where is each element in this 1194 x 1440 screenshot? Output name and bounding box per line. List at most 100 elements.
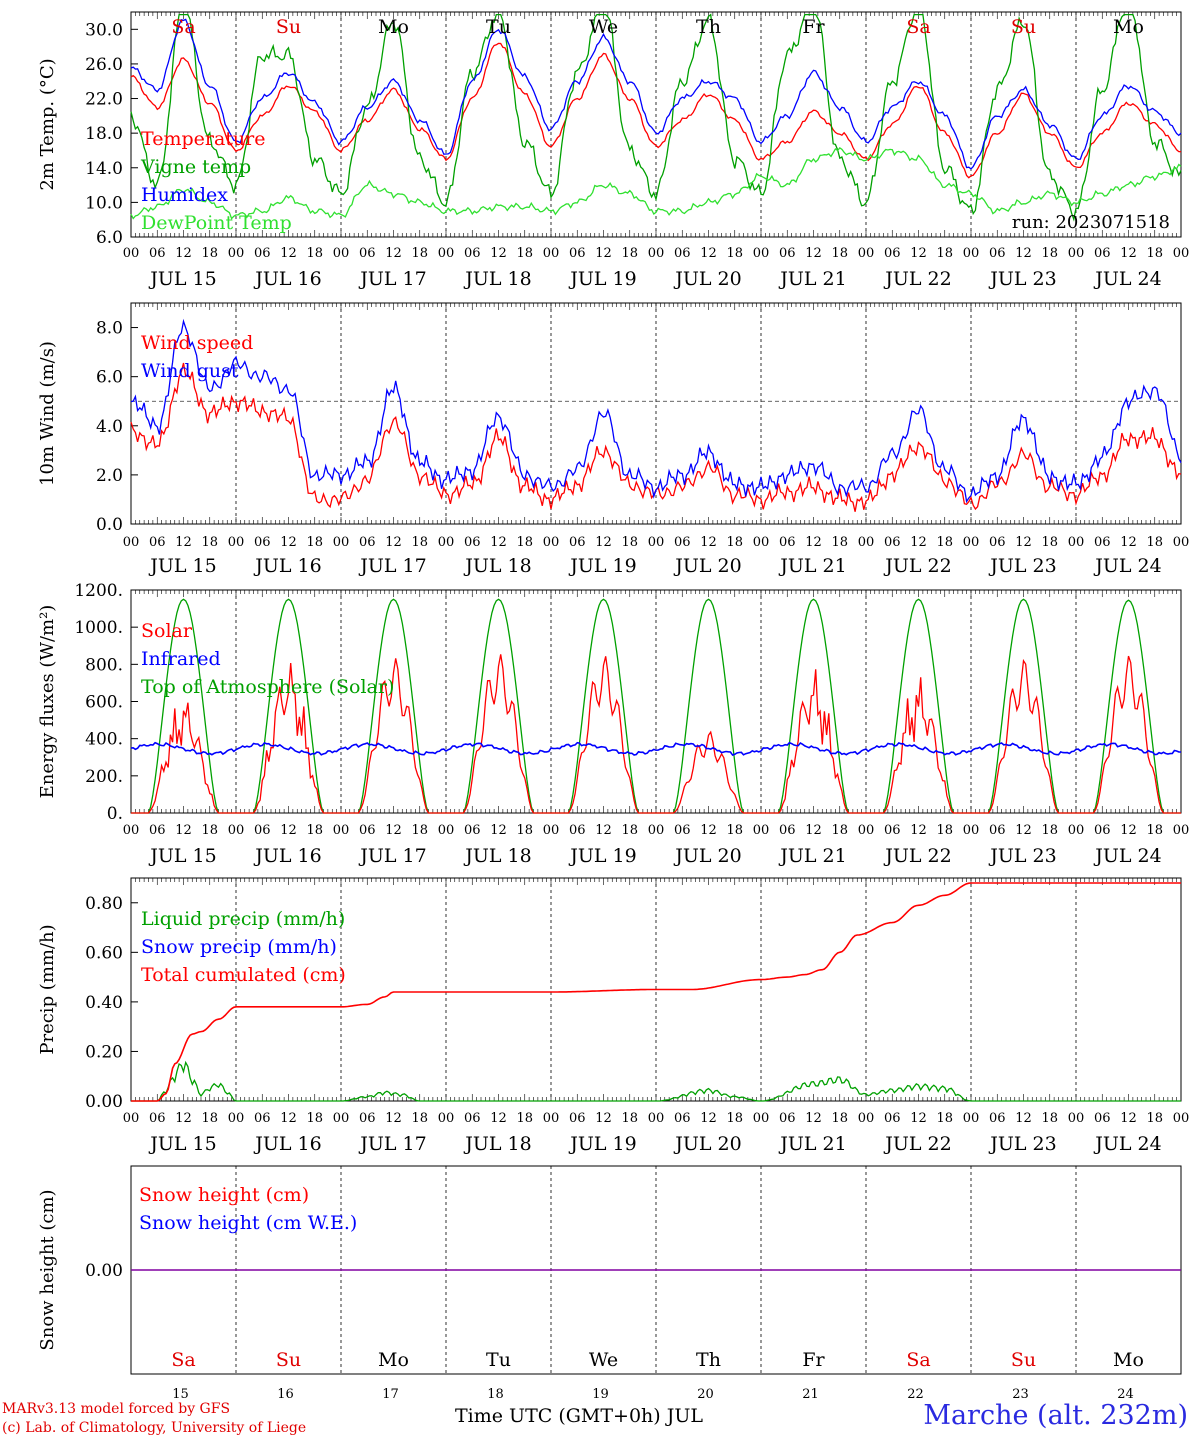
hour-tick-label: 12	[1015, 823, 1032, 838]
hour-tick-label: 18	[936, 1111, 953, 1126]
date-label: JUL 15	[148, 268, 216, 290]
weekday-label: Su	[276, 16, 301, 38]
series-line-infrared	[130, 741, 1182, 757]
series-line-dewpoint-temp	[130, 147, 1182, 220]
date-label: JUL 19	[568, 845, 636, 867]
hour-tick-label: 12	[595, 246, 612, 261]
weekday-label: Th	[696, 16, 721, 38]
y-tick-label: 2.0	[96, 466, 123, 486]
date-label: JUL 15	[148, 845, 216, 867]
hour-tick-label: 06	[464, 246, 481, 261]
hour-tick-label: 06	[1094, 1111, 1111, 1126]
series-line-wind-gust	[130, 318, 1182, 504]
hour-tick-label: 18	[411, 1111, 428, 1126]
hour-tick-label: 00	[753, 823, 770, 838]
hour-tick-label: 18	[306, 1111, 323, 1126]
date-label: JUL 16	[253, 268, 321, 290]
hour-tick-label: 06	[884, 246, 901, 261]
date-label: JUL 18	[463, 845, 531, 867]
hour-tick-label: 06	[674, 823, 691, 838]
hour-tick-label: 06	[884, 1111, 901, 1126]
hour-tick-label: 12	[910, 1111, 927, 1126]
hour-tick-label: 12	[490, 1111, 507, 1126]
hour-tick-label: 12	[490, 246, 507, 261]
hour-tick-label: 18	[516, 535, 533, 550]
date-label: JUL 20	[673, 1133, 741, 1155]
hour-tick-label: 00	[858, 1111, 875, 1126]
hour-tick-label: 06	[359, 1111, 376, 1126]
hour-tick-label: 12	[595, 535, 612, 550]
date-label: JUL 19	[568, 268, 636, 290]
hour-tick-label: 06	[569, 823, 586, 838]
hour-tick-label: 06	[254, 823, 271, 838]
hour-tick-label: 18	[726, 823, 743, 838]
series-line-solar	[131, 654, 1181, 814]
hour-tick-label: 12	[490, 823, 507, 838]
hour-tick-label: 00	[1068, 535, 1085, 550]
hour-tick-label: 00	[963, 246, 980, 261]
hour-tick-label: 18	[936, 246, 953, 261]
series-line-vigne-temp	[130, 13, 1182, 222]
legend-entry: Total cumulated (cm)	[141, 964, 346, 986]
weekday-label: Sa	[906, 1349, 930, 1371]
panel-2: 00 06 12 18 00 06 12 18 00 06 12 18 00 06 12 18 00 06 12 18…	[37, 302, 1189, 577]
date-label: JUL 17	[358, 845, 426, 867]
day-number-label: 18	[487, 1387, 504, 1402]
hour-tick-label: 06	[884, 823, 901, 838]
y-tick-label: 0.20	[85, 1042, 123, 1062]
hour-tick-label: 18	[831, 1111, 848, 1126]
hour-tick-label: 18	[621, 246, 638, 261]
hour-tick-label: 00	[228, 1111, 245, 1126]
hour-tick-label: 18	[1146, 246, 1163, 261]
station-name: Marche (alt. 232m)	[923, 1400, 1188, 1431]
hour-tick-label: 06	[1094, 823, 1111, 838]
weekday-label: Su	[1011, 16, 1036, 38]
weekday-label: Tu	[486, 1349, 511, 1371]
hour-tick-label: 18	[726, 1111, 743, 1126]
weekday-label: Mo	[1113, 1349, 1144, 1371]
hour-tick-label: 12	[700, 246, 717, 261]
hour-tick-label: 06	[569, 1111, 586, 1126]
hour-tick-label: 12	[385, 535, 402, 550]
hour-tick-label: 00	[438, 246, 455, 261]
date-label: JUL 21	[778, 1133, 846, 1155]
hour-tick-label: 12	[805, 823, 822, 838]
hour-tick-label: 06	[779, 823, 796, 838]
hour-tick-label: 18	[1146, 823, 1163, 838]
y-axis-label: Energy fluxes (W/m²)	[37, 605, 58, 799]
y-tick-label: 200.	[85, 767, 123, 787]
legend-entry: Snow height (cm)	[139, 1184, 309, 1206]
hour-tick-label: 00	[648, 823, 665, 838]
hour-tick-label: 18	[201, 1111, 218, 1126]
date-label: JUL 17	[358, 555, 426, 577]
weekday-label: Su	[1011, 1349, 1036, 1371]
y-tick-label: 0.60	[85, 943, 123, 963]
hour-tick-label: 06	[464, 823, 481, 838]
hour-tick-label: 00	[123, 823, 140, 838]
hour-tick-label: 00	[438, 1111, 455, 1126]
hour-tick-label: 12	[1120, 246, 1137, 261]
weekday-label: Fr	[802, 16, 825, 38]
hour-tick-label: 12	[175, 1111, 192, 1126]
date-label: JUL 18	[463, 555, 531, 577]
date-label: JUL 21	[778, 845, 846, 867]
hour-tick-label: 18	[726, 246, 743, 261]
y-tick-label: 0.00	[85, 1261, 123, 1281]
hour-tick-label: 18	[621, 823, 638, 838]
hour-tick-label: 06	[779, 535, 796, 550]
hour-tick-label: 12	[385, 246, 402, 261]
weekday-label: We	[589, 16, 618, 38]
weekday-label: Tu	[486, 16, 511, 38]
date-label: JUL 18	[463, 268, 531, 290]
hour-tick-label: 00	[648, 535, 665, 550]
hour-tick-label: 18	[411, 246, 428, 261]
day-number-label: 23	[1012, 1387, 1029, 1402]
hour-tick-label: 06	[254, 535, 271, 550]
hour-tick-label: 12	[1015, 535, 1032, 550]
hour-tick-label: 18	[516, 246, 533, 261]
hour-tick-label: 06	[149, 246, 166, 261]
hour-tick-label: 06	[989, 246, 1006, 261]
hour-tick-label: 18	[726, 535, 743, 550]
hour-tick-label: 06	[674, 246, 691, 261]
y-tick-label: 26.0	[85, 55, 123, 75]
